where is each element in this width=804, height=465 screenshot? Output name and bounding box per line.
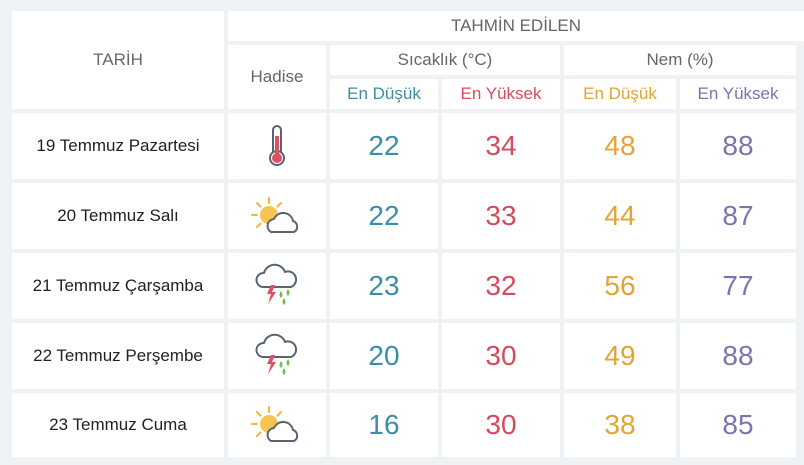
humidity-max-value: 88 bbox=[680, 323, 796, 389]
temp-min-value: 16 bbox=[330, 393, 438, 457]
table-row-date: 20 Temmuz Salı bbox=[12, 183, 224, 249]
partly-cloudy-icon bbox=[228, 183, 326, 249]
table-row-date: 19 Temmuz Pazartesi bbox=[12, 113, 224, 179]
temp-max-value: 30 bbox=[442, 323, 560, 389]
humidity-min-value: 38 bbox=[564, 393, 676, 457]
temp-max-value: 33 bbox=[442, 183, 560, 249]
header-hum-max: En Yüksek bbox=[680, 79, 796, 109]
temp-min-value: 22 bbox=[330, 113, 438, 179]
header-tarih: TARİH bbox=[12, 11, 224, 109]
thunderstorm-rain-icon bbox=[228, 253, 326, 319]
humidity-max-value: 87 bbox=[680, 183, 796, 249]
header-temp-max: En Yüksek bbox=[442, 79, 560, 109]
header-hum-min: En Düşük bbox=[564, 79, 676, 109]
thermometer-icon bbox=[228, 113, 326, 179]
thunderstorm-rain-icon bbox=[228, 323, 326, 389]
temp-max-value: 30 bbox=[442, 393, 560, 457]
table-row-date: 21 Temmuz Çarşamba bbox=[12, 253, 224, 319]
header-tahmin-edilen: TAHMİN EDİLEN bbox=[228, 11, 804, 41]
temp-min-value: 20 bbox=[330, 323, 438, 389]
header-hadise: Hadise bbox=[228, 45, 326, 109]
temp-min-value: 22 bbox=[330, 183, 438, 249]
humidity-min-value: 44 bbox=[564, 183, 676, 249]
header-temp-min: En Düşük bbox=[330, 79, 438, 109]
table-row-date: 22 Temmuz Perşembe bbox=[12, 323, 224, 389]
header-nem: Nem (%) bbox=[564, 45, 796, 75]
humidity-min-value: 49 bbox=[564, 323, 676, 389]
humidity-max-value: 88 bbox=[680, 113, 796, 179]
humidity-max-value: 77 bbox=[680, 253, 796, 319]
header-sicaklik: Sıcaklık (°C) bbox=[330, 45, 560, 75]
temp-max-value: 34 bbox=[442, 113, 560, 179]
temp-min-value: 23 bbox=[330, 253, 438, 319]
table-row-date: 23 Temmuz Cuma bbox=[12, 393, 224, 457]
humidity-min-value: 48 bbox=[564, 113, 676, 179]
partly-cloudy-icon bbox=[228, 393, 326, 457]
humidity-max-value: 85 bbox=[680, 393, 796, 457]
temp-max-value: 32 bbox=[442, 253, 560, 319]
humidity-min-value: 56 bbox=[564, 253, 676, 319]
